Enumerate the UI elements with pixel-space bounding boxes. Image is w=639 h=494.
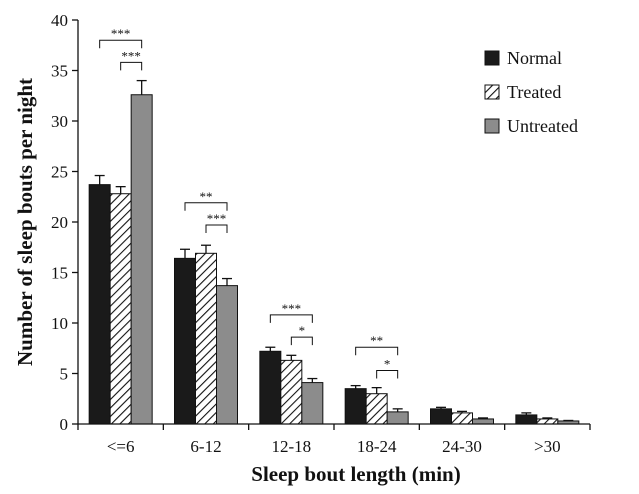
bar-treated-0 [109, 193, 132, 425]
significance-label-6: ** [370, 333, 383, 348]
legend-label-normal: Normal [507, 48, 562, 68]
legend-swatch-normal [484, 50, 500, 66]
significance-label-0: *** [111, 26, 131, 41]
significance-bracket-3 [205, 224, 228, 234]
x-tick-label-1: 6-12 [190, 437, 221, 456]
x-tick-label-4: 24-30 [442, 437, 482, 456]
bar-normal-1 [174, 257, 196, 425]
significance-bracket-1 [120, 61, 143, 71]
x-tick-label-3: 18-24 [357, 437, 397, 456]
bar-treated-5 [536, 418, 559, 425]
legend-swatch-untreated [484, 118, 500, 134]
significance-bracket-5 [290, 336, 313, 346]
significance-bracket-4 [269, 314, 313, 323]
bar-treated-2 [280, 359, 303, 425]
error-bars [94, 79, 574, 422]
significance-bracket-7 [376, 369, 399, 379]
significance-label-1: *** [121, 48, 141, 63]
significance-label-5: * [299, 323, 306, 338]
bar-untreated-2 [301, 382, 324, 425]
bar-untreated-3 [386, 411, 409, 425]
x-axis-title: Sleep bout length (min) [251, 462, 460, 486]
bar-normal-2 [259, 350, 282, 425]
significance-bracket-6 [355, 346, 399, 356]
y-tick-label-3: 15 [51, 264, 68, 283]
significance-label-3: *** [207, 211, 227, 226]
bar-normal-4 [430, 408, 452, 425]
y-tick-label-1: 5 [60, 365, 69, 384]
bar-normal-0 [88, 184, 111, 425]
legend: Normal Treated Untreated [484, 48, 578, 136]
bar-untreated-0 [130, 94, 153, 425]
y-tick-label-6: 30 [51, 112, 68, 131]
y-tick-label-4: 20 [51, 213, 68, 232]
bar-treated-4 [451, 412, 473, 425]
x-tick-label-0: <=6 [107, 437, 135, 456]
significance-bracket-0 [99, 39, 143, 49]
y-tick-label-7: 35 [51, 62, 68, 81]
y-tick-label-5: 25 [51, 163, 68, 182]
significance-brackets: ****************** [99, 26, 399, 379]
legend-label-treated: Treated [507, 82, 561, 102]
bar-treated-1 [195, 252, 217, 425]
significance-label-7: * [384, 356, 391, 371]
significance-label-2: ** [200, 189, 213, 204]
x-tick-label-2: 12-18 [271, 437, 311, 456]
significance-label-4: *** [282, 301, 302, 316]
bar-normal-5 [515, 414, 538, 425]
bar-normal-3 [344, 388, 367, 425]
y-tick-label-2: 10 [51, 314, 68, 333]
axes: 0 5 10 15 20 25 30 35 40 <=6 6-12 12-18 18-24 24-30 >3… [51, 11, 591, 456]
bar-untreated-1 [216, 285, 238, 425]
bar-untreated-4 [472, 418, 494, 425]
y-tick-label-0: 0 [60, 415, 69, 434]
y-tick-label-8: 40 [51, 11, 68, 30]
bar-treated-3 [365, 393, 388, 425]
bars [88, 94, 580, 425]
significance-bracket-2 [184, 202, 228, 211]
x-tick-label-5: >30 [534, 437, 561, 456]
legend-swatch-treated [484, 84, 500, 100]
y-axis-title: Number of sleep bouts per night [13, 78, 37, 366]
legend-label-untreated: Untreated [507, 116, 578, 136]
